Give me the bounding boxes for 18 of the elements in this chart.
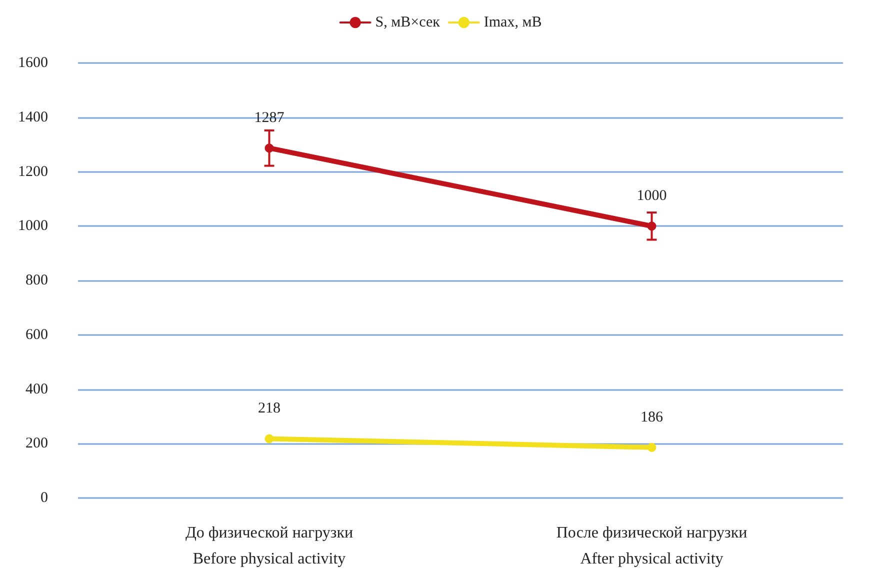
x-tick-label: После физической нагрузки After physical activity xyxy=(556,524,748,568)
legend-label: S, мВ×сек xyxy=(375,14,441,30)
data-label: 186 xyxy=(640,409,664,426)
point xyxy=(264,434,274,444)
y-tick-label: 600 xyxy=(26,326,48,343)
y-tick-label: 1400 xyxy=(18,109,48,126)
y-tick-label: 800 xyxy=(26,272,48,288)
y-tick-label: 1200 xyxy=(18,164,48,180)
point xyxy=(647,442,656,452)
data-label: 218 xyxy=(258,400,280,417)
legend-label: Imax, мВ xyxy=(484,14,542,30)
x-tick-label: До физической нагрузки Before physical activity xyxy=(185,524,354,568)
data-label: 1000 xyxy=(636,188,667,204)
y-tick-label: 200 xyxy=(26,436,48,452)
y-tick-label: 1600 xyxy=(18,55,48,71)
y-tick-label: 0 xyxy=(40,490,48,506)
y-tick-label: 1000 xyxy=(18,218,48,234)
y-tick-label: 400 xyxy=(26,381,48,398)
